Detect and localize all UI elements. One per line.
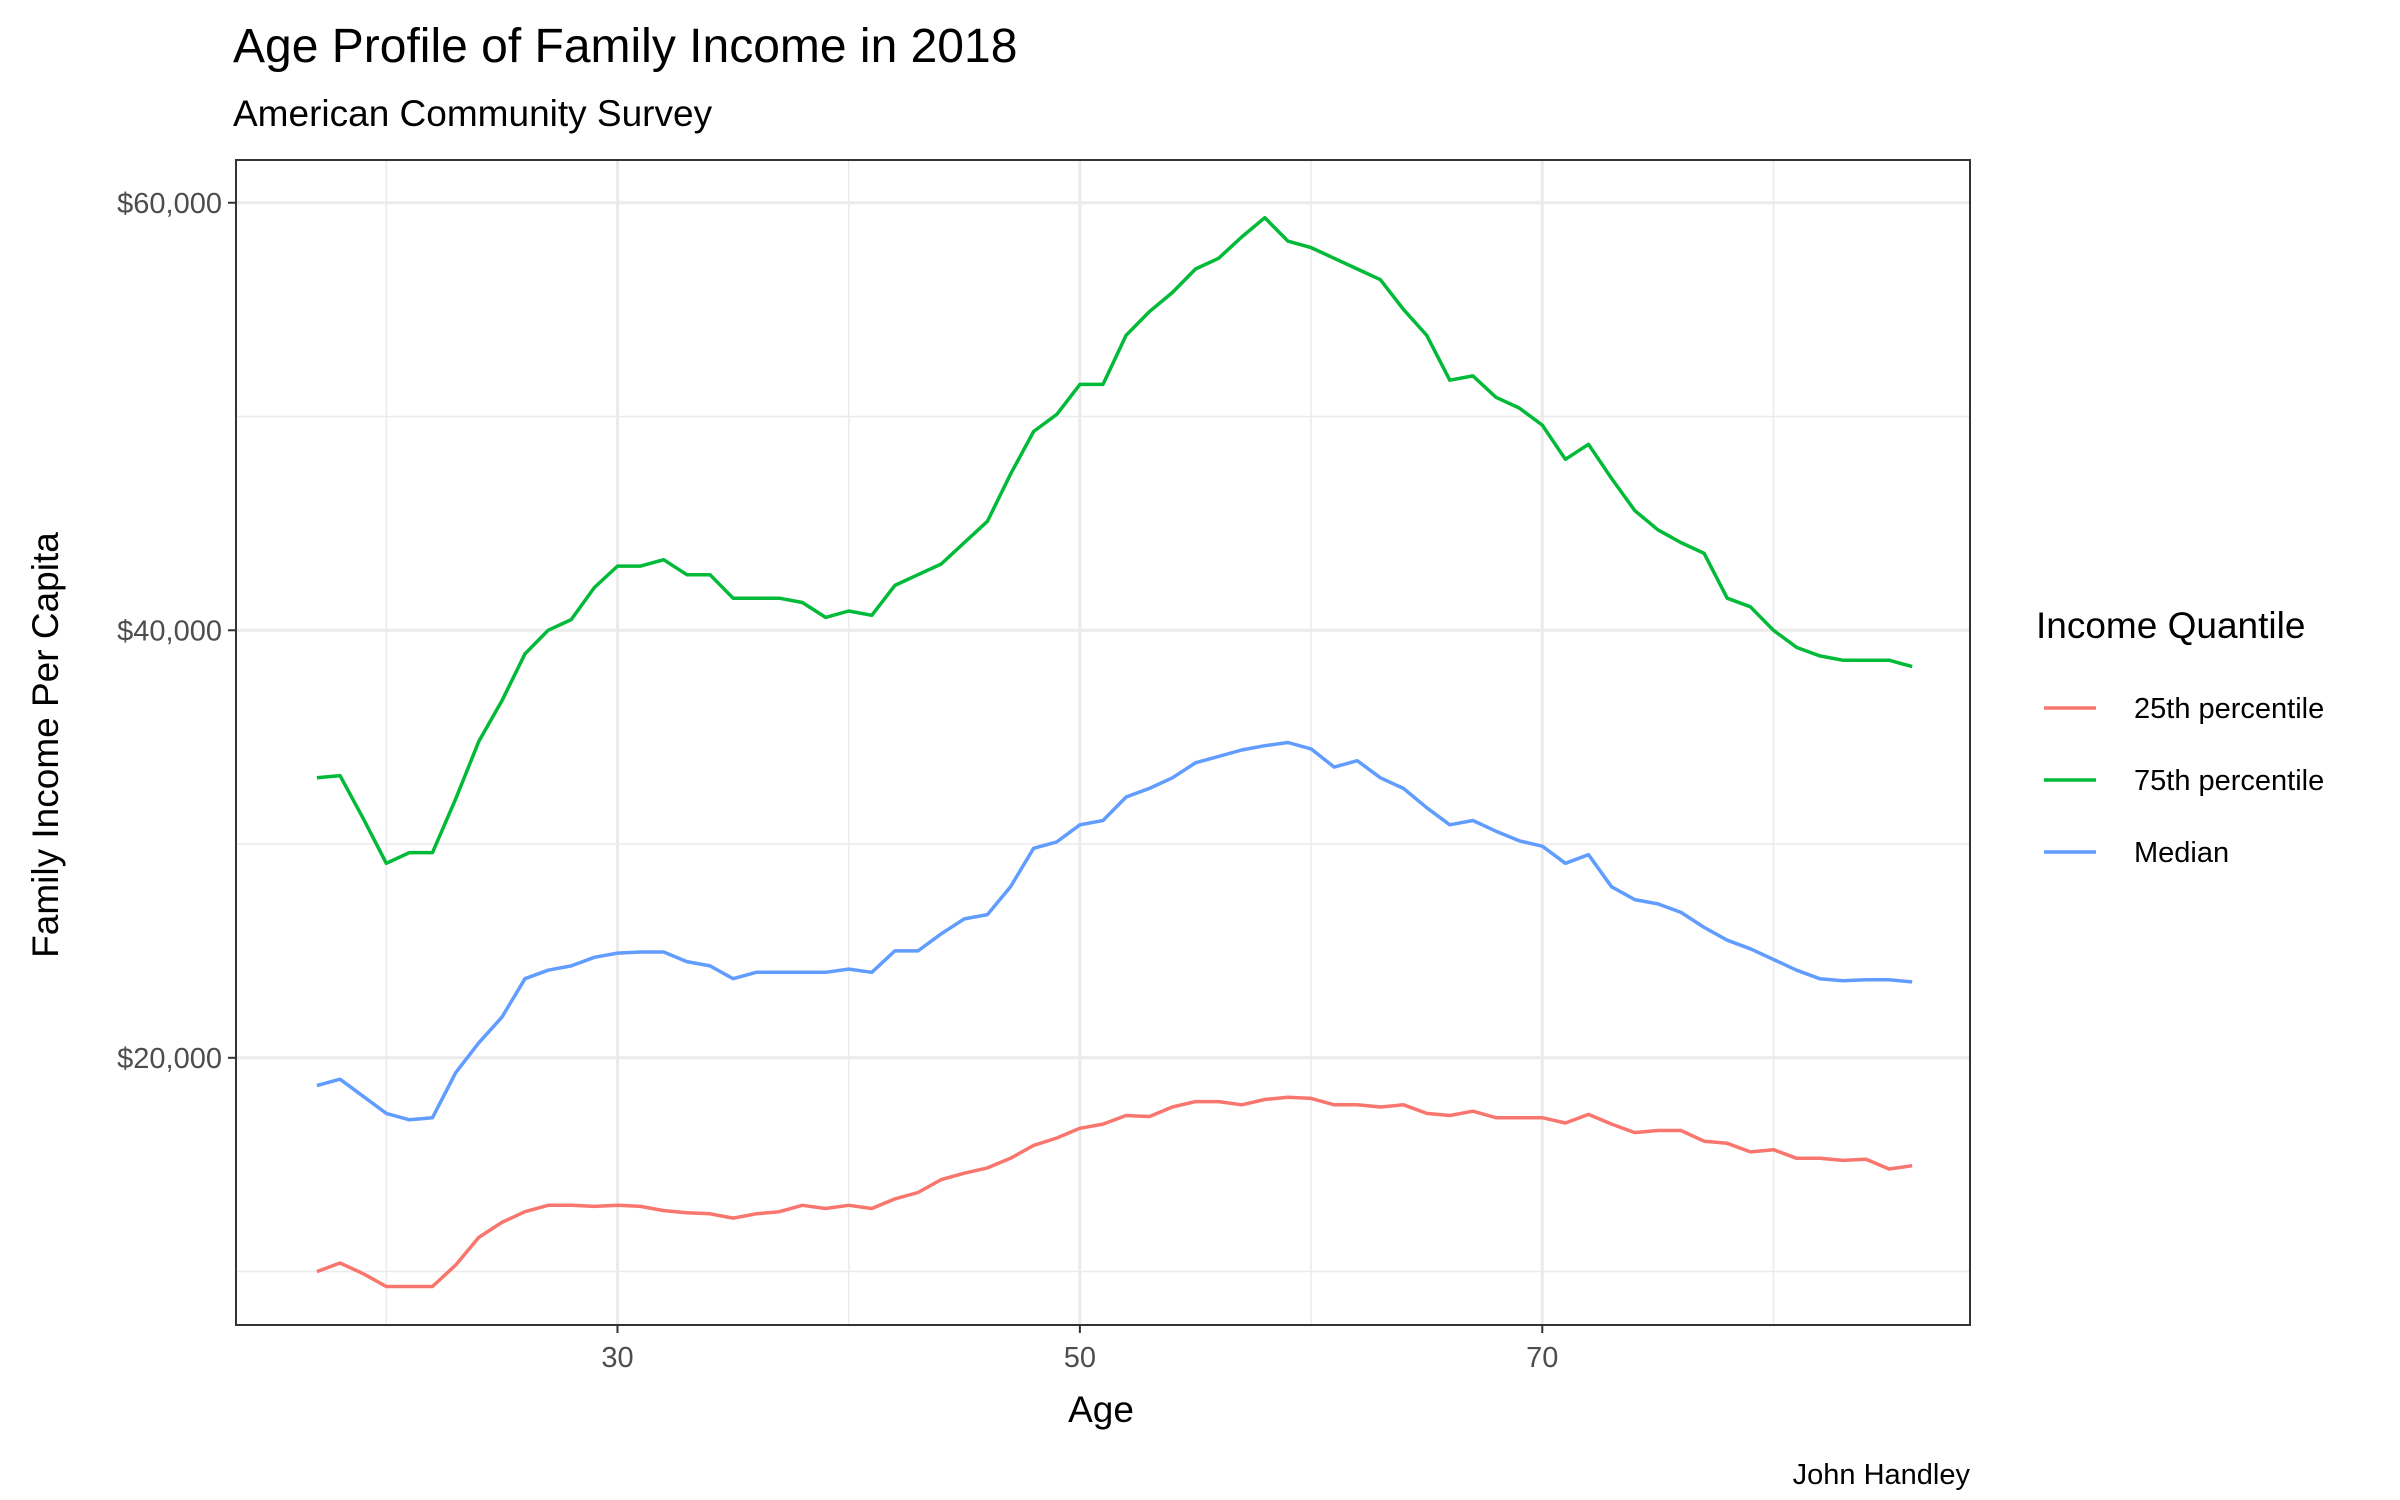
series-line [316, 215, 1913, 866]
y-tick-label: $40,000 [117, 615, 222, 647]
legend-title: Income Quantile [2036, 605, 2305, 646]
chart-subtitle: American Community Survey [233, 93, 713, 134]
panel-background [236, 160, 1970, 1325]
y-tick-label: $60,000 [117, 188, 222, 220]
x-axis-title: Age [1068, 1389, 1134, 1430]
x-tick-label: 30 [601, 1342, 633, 1374]
legend-label: 75th percentile [2134, 765, 2324, 797]
x-tick-label: 50 [1064, 1342, 1096, 1374]
series-lines [316, 215, 1913, 1289]
y-axis: $20,000 $40,000 $60,000 [117, 188, 236, 1075]
legend: Income Quantile 25th percentile 75th perc… [2036, 605, 2324, 869]
caption: John Handley [1793, 1459, 1971, 1491]
x-axis: 30 50 70 [601, 1325, 1558, 1374]
panel-border [235, 159, 1971, 1326]
major-gridlines [236, 160, 1970, 1325]
legend-label: 25th percentile [2134, 693, 2324, 725]
legend-label: Median [2134, 837, 2229, 869]
x-tick-label: 70 [1526, 1342, 1558, 1374]
plot-panel [235, 159, 1971, 1326]
y-axis-title: Family Income Per Capita [25, 532, 66, 958]
chart-title: Age Profile of Family Income in 2018 [233, 20, 1017, 73]
legend-items: 25th percentile 75th percentile Median [2044, 693, 2324, 869]
y-tick-label: $20,000 [117, 1043, 222, 1075]
series-line [316, 740, 1913, 1122]
series-line [316, 1095, 1913, 1289]
minor-gridlines [236, 160, 1970, 1325]
